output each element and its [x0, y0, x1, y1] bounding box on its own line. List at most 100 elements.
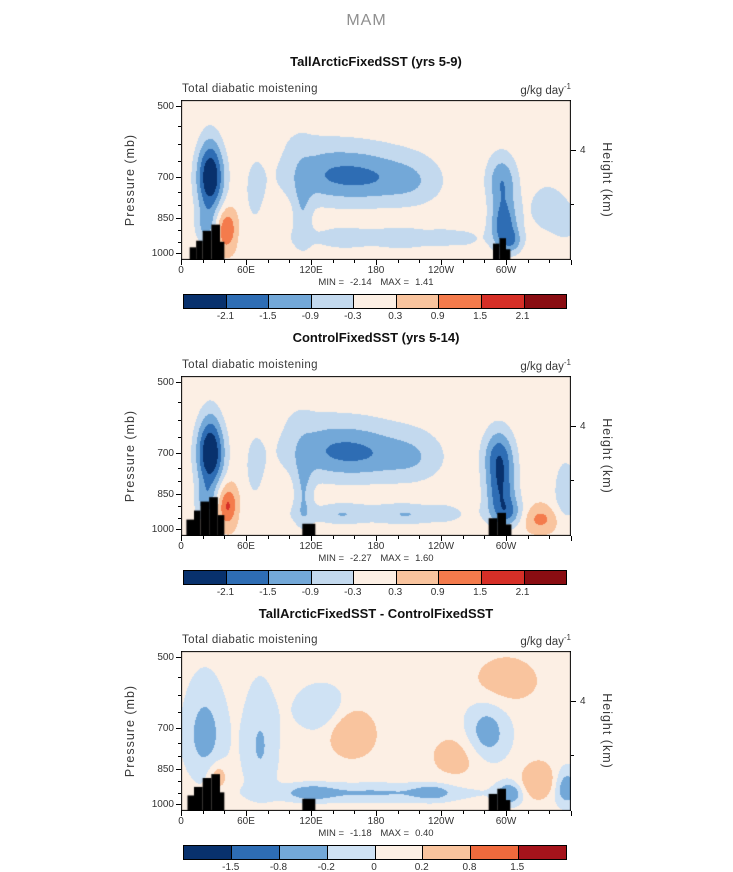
colorbar-tick-label: 1.5: [473, 587, 488, 598]
x-tick: [527, 536, 529, 539]
colorbar-tick-label: -0.3: [344, 311, 362, 322]
y-tick: [176, 803, 181, 805]
x-tick: [202, 260, 204, 263]
x-tick: [332, 536, 334, 539]
y-tick-label: 700: [157, 172, 174, 183]
x-tick: [246, 811, 247, 816]
y-minor-tick: [178, 517, 181, 519]
y-tick: [176, 453, 181, 454]
y-minor-tick: [178, 742, 181, 744]
colorbar-segment: [439, 295, 482, 308]
y-minor-tick: [178, 125, 181, 127]
right-tick: [571, 425, 576, 427]
panel1-units: g/kg day-1: [520, 82, 571, 97]
panel1-subtitle: Total diabatic moistening: [182, 83, 318, 95]
x-tick: [571, 536, 572, 541]
x-tick: [354, 260, 356, 263]
colorbar-tick-label: 1.5: [473, 311, 488, 322]
x-tick: [289, 536, 291, 539]
y-tick-label: 1000: [151, 247, 174, 259]
y-minor-tick: [178, 781, 181, 783]
y-tick-label: 850: [157, 764, 174, 776]
y-minor-tick: [178, 420, 181, 422]
y-minor-tick: [178, 241, 181, 243]
y-tick: [176, 105, 181, 107]
x-tick-label: 0: [178, 541, 184, 552]
y-tick: [176, 252, 181, 254]
panel2-units-exp: -1: [563, 358, 571, 367]
panel2-yaxis-label: Pressure (mb): [123, 409, 137, 503]
x-tick-label: 180: [367, 816, 385, 827]
y-minor-tick: [178, 230, 181, 232]
panel2-plot: [181, 376, 571, 536]
y-minor-tick: [178, 792, 181, 794]
colorbar-segment: [481, 295, 525, 308]
x-tick-label: 120E: [299, 265, 323, 276]
y-tick-label: 1000: [151, 798, 174, 810]
x-tick: [462, 811, 464, 814]
colorbar-segment: [184, 295, 227, 308]
y-tick: [176, 494, 181, 496]
x-tick: [527, 260, 529, 263]
right-minor-tick: [571, 480, 574, 481]
x-tick-label: 60W: [495, 541, 517, 552]
colorbar-tick-label: 0.8: [462, 862, 477, 872]
y-tick-label: 1000: [151, 523, 174, 535]
y-tick: [176, 656, 181, 658]
right-minor-tick: [571, 204, 574, 205]
colorbar-segment: [524, 295, 567, 308]
panel2-right-axis-label: Height (km): [600, 418, 614, 494]
colorbar-tick-label: 0: [371, 862, 377, 872]
x-tick: [224, 260, 226, 263]
colorbar-segment: [481, 571, 525, 584]
x-tick: [419, 260, 421, 263]
y-tick-label: 850: [157, 489, 174, 501]
panel3-yaxis-label: Pressure (mb): [123, 684, 137, 778]
colorbar-segment: [471, 846, 520, 859]
panel3-units-exp: -1: [563, 633, 571, 642]
colorbar-segment: [269, 571, 312, 584]
x-tick: [571, 260, 572, 265]
y-tick: [176, 528, 181, 530]
x-tick: [441, 536, 442, 541]
x-tick: [441, 260, 442, 265]
panel2-stats: MIN = -2.27 MAX = 1.60: [181, 553, 571, 564]
colorbar-segment: [327, 846, 376, 859]
panel1-units-base: g/kg day: [520, 84, 564, 97]
right-tick-label: 4: [580, 420, 586, 432]
x-tick: [311, 536, 312, 541]
x-tick: [354, 536, 356, 539]
y-tick-label: 700: [157, 448, 174, 459]
y-tick-label: 500: [157, 376, 174, 388]
right-minor-tick: [571, 755, 574, 756]
panel1-min-value: -2.14: [350, 277, 372, 288]
colorbar-tick-label: 0.9: [430, 587, 445, 598]
colorbar-tick-label: -1.5: [259, 311, 277, 322]
y-tick-label: 700: [157, 723, 174, 734]
x-tick-label: 60E: [237, 816, 255, 827]
panel1-stats: MIN = -2.14 MAX = 1.41: [181, 277, 571, 288]
panel3-max-value: 0.40: [415, 828, 434, 839]
x-tick: [571, 811, 572, 816]
x-tick: [289, 811, 291, 814]
panel1-max-label: MAX =: [380, 277, 410, 288]
colorbar: [183, 845, 567, 860]
panel1-yaxis-label: Pressure (mb): [123, 133, 137, 227]
colorbar-segment: [226, 571, 270, 584]
colorbar-tick-label: -0.3: [344, 587, 362, 598]
y-minor-tick: [178, 695, 181, 697]
y-minor-tick: [178, 712, 181, 714]
colorbar-tick-label: 2.1: [515, 311, 530, 322]
colorbar-segment: [311, 571, 355, 584]
colorbar-tick-label: 2.1: [515, 587, 530, 598]
x-tick: [506, 536, 507, 541]
x-tick: [311, 260, 312, 265]
x-tick-label: 180: [367, 265, 385, 276]
panel3-plot: [181, 651, 571, 811]
y-minor-tick: [178, 756, 181, 758]
colorbar-tick-label: -1.5: [222, 862, 240, 872]
panel1-right-axis-label: Height (km): [600, 142, 614, 218]
y-minor-tick: [178, 437, 181, 439]
panel1-plot-canvas: [181, 100, 571, 260]
